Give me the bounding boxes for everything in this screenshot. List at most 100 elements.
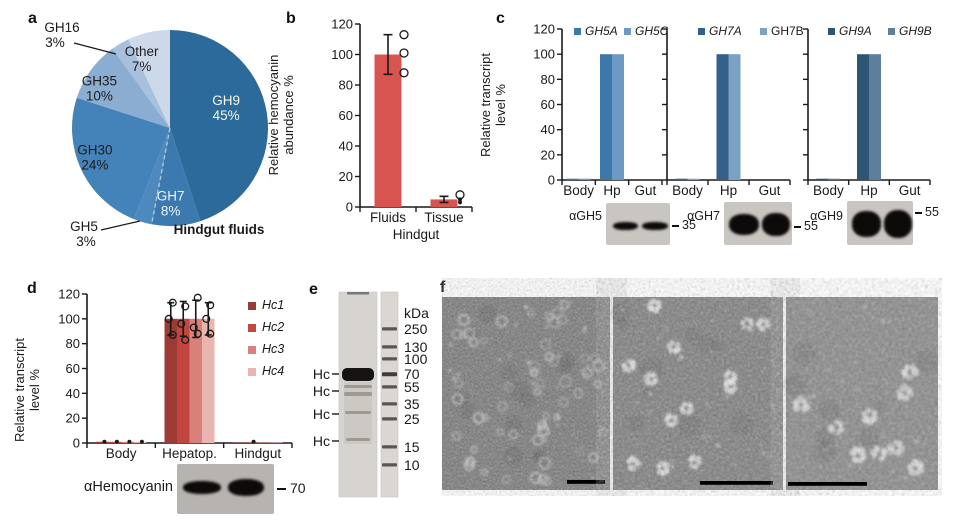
y-tick-label: 40 <box>66 386 80 401</box>
y-tick-label: 20 <box>66 411 80 426</box>
legend-swatch <box>248 324 256 332</box>
gel-hc-label: Hc <box>313 383 330 399</box>
y-tick-label: 20 <box>541 147 555 162</box>
blot-band <box>729 214 759 235</box>
y-tick-label: 40 <box>541 122 555 137</box>
pie-slice-Other <box>128 29 170 129</box>
blot-band <box>228 479 264 496</box>
y-tick-label: 0 <box>73 436 80 451</box>
data-point <box>139 439 144 444</box>
x-category-label: Tissue <box>424 210 463 225</box>
y-axis-title: Relative transcriptlevel % <box>478 53 508 157</box>
pie-pct-GH30: 24% <box>81 158 108 173</box>
gel-marker-35: 35 <box>404 396 420 412</box>
micrograph-2 <box>610 297 783 490</box>
y-tick-label: 60 <box>66 361 80 376</box>
legend-swatch <box>624 28 631 35</box>
y-tick-label: 80 <box>541 72 555 87</box>
legend-swatch <box>248 302 256 310</box>
blot-band <box>762 213 790 236</box>
y-tick-label: 120 <box>331 17 353 32</box>
bar-chart-hemocyanin-transcripts: 0 20 40 60 80 100 120 Body Hepatop. Hindgut Relati… <box>12 287 293 461</box>
pie-label-GH30: GH30 <box>77 143 112 158</box>
blot-marker-kda: 55 <box>925 205 939 219</box>
bar <box>828 178 841 180</box>
pie-label-GH16: GH16 <box>44 20 79 35</box>
bar <box>728 54 741 181</box>
ladder-band <box>382 357 397 361</box>
y-tick-label: 80 <box>66 336 80 351</box>
noise-overlay <box>786 297 938 490</box>
data-point <box>181 302 190 311</box>
marker-dash <box>672 225 679 227</box>
y-tick-label: 100 <box>58 311 80 326</box>
blot-antibody-label: αGH5 <box>569 209 602 223</box>
blot-marker-kda: 55 <box>804 219 818 233</box>
legend-swatch <box>828 28 835 35</box>
panel-e-label: e <box>309 281 318 298</box>
x-category-label: Hindgut <box>235 446 282 461</box>
data-point <box>206 301 215 310</box>
gel-kda-header: kDa <box>404 305 429 321</box>
pie-pct-GH7: 8% <box>161 203 181 218</box>
data-point <box>193 293 202 302</box>
pie-pct-GH9: 45% <box>213 108 240 123</box>
y-tick-label: 60 <box>339 108 353 123</box>
marker-dash <box>277 488 286 490</box>
gel-hc-label: Hc <box>313 406 330 422</box>
ladder-band <box>382 327 397 331</box>
gel-hc-label: Hc <box>313 433 330 449</box>
legend-swatch <box>760 28 767 35</box>
bar <box>675 178 688 180</box>
x-category-label: Gut <box>899 183 921 198</box>
data-point <box>181 335 190 344</box>
panel-b-label: b <box>286 10 296 27</box>
legend-label-Hc2: Hc2 <box>262 320 284 334</box>
pie-slice-GH7 <box>151 128 201 227</box>
blot-band <box>852 211 881 237</box>
legend-label-GH5A: GH5A <box>585 24 618 38</box>
x-category-label: Fluids <box>370 210 406 225</box>
bar <box>612 54 624 181</box>
data-point <box>399 48 409 58</box>
data-point <box>102 439 107 444</box>
y-tick-label: 100 <box>533 47 555 62</box>
legend-label-GH7A: GH7A <box>709 24 742 38</box>
pie-slice-GH35 <box>76 48 170 129</box>
y-tick-label: 120 <box>533 22 555 37</box>
legend-label-GH9A: GH9A <box>839 24 872 38</box>
blot-antibody-label: αGH9 <box>810 209 843 223</box>
bar <box>816 178 829 180</box>
x-category-label: Hp <box>860 183 877 198</box>
pie-dashed-divider <box>150 127 171 225</box>
gel-well <box>347 292 369 295</box>
x-category-label: Hepatop. <box>162 446 217 461</box>
pie-pct-GH5: 3% <box>76 234 96 249</box>
pie-slice-GH9 <box>170 29 269 222</box>
legend-swatch <box>698 28 705 35</box>
x-category-label: Hp <box>603 183 620 198</box>
data-point <box>127 439 132 444</box>
data-point <box>193 329 202 338</box>
ladder-band <box>382 402 397 406</box>
ladder-band <box>382 417 397 421</box>
blot-band <box>642 222 668 230</box>
western-blot-hemocyanin <box>177 464 274 514</box>
data-point <box>168 330 177 340</box>
western-blot-gh5 <box>606 203 670 245</box>
bar <box>374 54 402 207</box>
pie-label-Other: Other <box>125 44 159 59</box>
pie-slice-GH16 <box>112 39 170 128</box>
y-tick-label: 120 <box>58 287 80 302</box>
data-point <box>206 329 215 338</box>
bar <box>177 318 190 443</box>
bar-charts-transcript-levels: 0 20 40 60 80 100 120 Body Hp Gut Relative transcr… <box>478 22 932 199</box>
micrograph-3 <box>783 297 938 490</box>
bar <box>121 441 134 443</box>
bar <box>96 441 109 443</box>
pie-leader-line <box>100 220 141 231</box>
gel-faint-band <box>344 392 372 396</box>
western-blot-gh9 <box>847 201 913 245</box>
